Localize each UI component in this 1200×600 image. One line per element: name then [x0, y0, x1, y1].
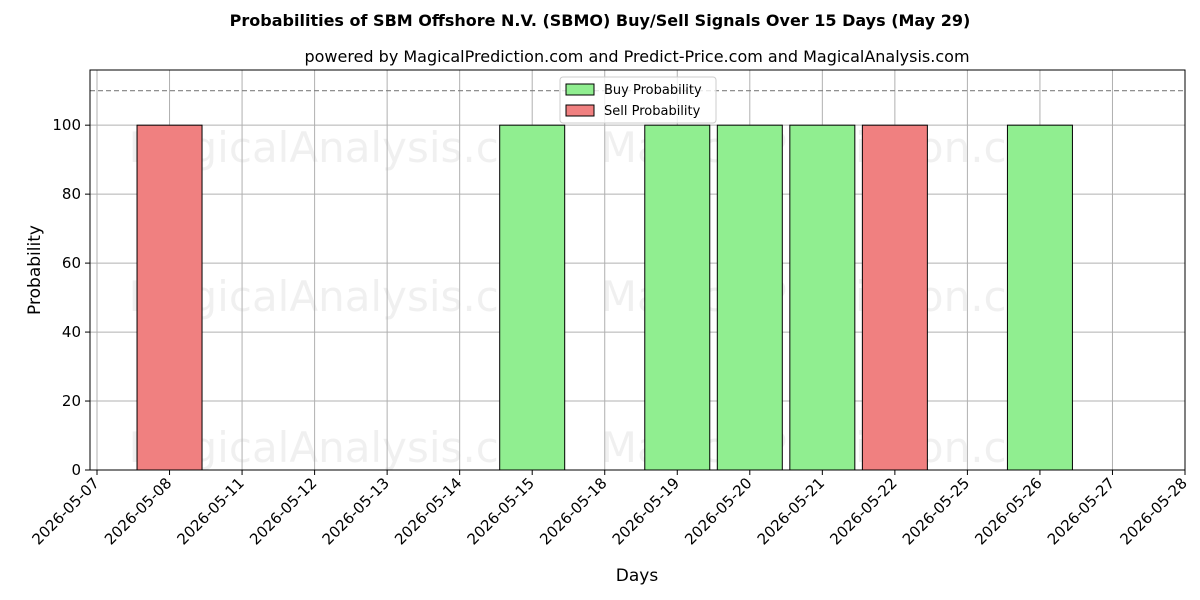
legend: Buy Probability Sell Probability: [559, 76, 717, 124]
buy-bar: [716, 124, 783, 471]
y-tick-label: 100: [52, 116, 81, 134]
x-tick-label: 2026-05-19: [609, 474, 683, 548]
x-tick-label: 2026-05-20: [681, 474, 755, 548]
x-tick-label: 2026-05-18: [536, 474, 610, 548]
y-tick-label: 60: [62, 254, 81, 272]
x-tick-label: 2026-05-08: [101, 474, 175, 548]
y-tick-label: 0: [71, 461, 81, 479]
x-tick-label: 2026-05-27: [1044, 474, 1118, 548]
x-tick-label: 2026-05-28: [1116, 474, 1190, 548]
legend-label: Sell Probability: [604, 104, 701, 119]
buy-bar: [1006, 124, 1073, 471]
plot-area: [90, 70, 1185, 470]
x-tick-label: 2026-05-26: [971, 474, 1045, 548]
x-tick-label: 2026-05-25: [899, 474, 973, 548]
legend-label: Buy Probability: [604, 83, 702, 98]
y-tick-label: 40: [62, 323, 81, 341]
x-tick-label: 2026-05-13: [319, 474, 393, 548]
bars: [136, 124, 1073, 471]
y-axis-ticks: 0 20 40 60 80 100: [52, 116, 90, 479]
y-axis-label: Probability: [25, 225, 45, 315]
legend-swatch: [565, 83, 595, 96]
chart-subtitle: powered by MagicalPrediction.com and Pre…: [304, 47, 969, 66]
x-axis-ticks: 2026-05-072026-05-082026-05-112026-05-12…: [28, 470, 1191, 548]
x-tick-label: 2026-05-12: [246, 474, 320, 548]
legend-box: [559, 76, 717, 124]
y-tick-label: 20: [62, 392, 81, 410]
legend-swatch: [565, 104, 595, 117]
x-tick-label: 2026-05-07: [28, 474, 102, 548]
buy-bar: [499, 124, 566, 471]
x-axis-label: Days: [616, 566, 659, 586]
buy-bar: [789, 124, 856, 471]
buy-bar: [644, 124, 711, 471]
x-tick-label: 2026-05-21: [754, 474, 828, 548]
sell-bar: [861, 124, 928, 471]
x-tick-label: 2026-05-22: [826, 474, 900, 548]
x-tick-label: 2026-05-11: [174, 474, 248, 548]
chart-title: Probabilities of SBM Offshore N.V. (SBMO…: [230, 11, 971, 30]
x-tick-label: 2026-05-15: [464, 474, 538, 548]
plot-frame: [89, 69, 1186, 471]
y-tick-label: 80: [62, 185, 81, 203]
sell-bar: [136, 124, 203, 471]
x-tick-label: 2026-05-14: [391, 474, 465, 548]
